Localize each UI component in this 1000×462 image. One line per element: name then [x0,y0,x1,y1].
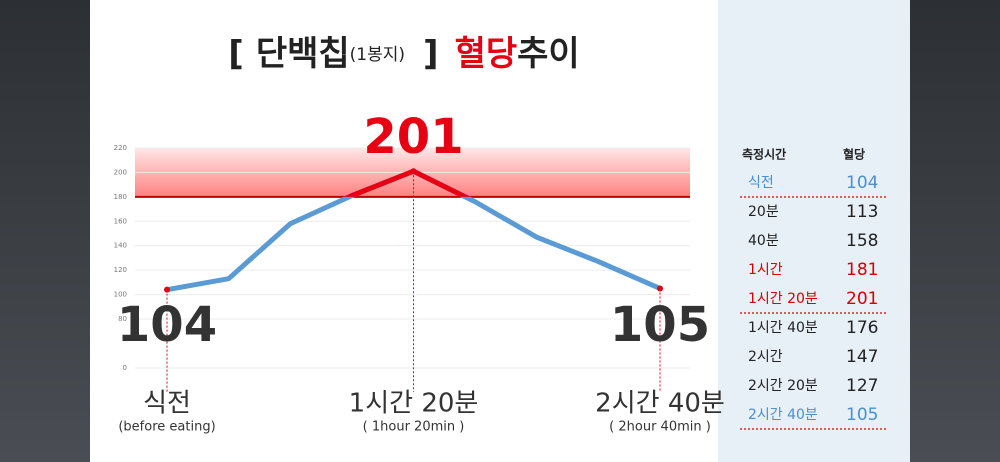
table-cell: 1시간 20분 [748,291,818,307]
y-tick-label: 140 [114,242,127,250]
dark-side [0,0,90,462]
table-cell: 176 [846,318,878,338]
x-tick-label: 2시간 40분 [595,389,725,419]
table-header: 혈당 [843,147,865,162]
table-cell: 40분 [748,233,779,249]
x-tick-sublabel: ( 2hour 40min ) [609,420,711,435]
chart-title: [ 단백칩(1봉지)] 혈당추이 [228,34,579,74]
x-tick-label: 식전 [143,389,191,419]
value-label: 201 [363,109,463,165]
table-cell: 2시간 20분 [748,378,818,394]
point [164,286,170,293]
x-tick-label: 1시간 20분 [349,389,479,419]
table-cell: 104 [846,173,878,193]
y-tick-label: 200 [114,168,127,176]
table-cell: 2시간 40분 [748,407,818,423]
table-header: 측정시간 [742,147,786,162]
table-cell: 113 [846,202,878,222]
table-cell: 식전 [748,175,774,191]
x-tick-sublabel: ( 1hour 20min ) [363,420,465,435]
table-cell: 147 [846,347,878,367]
table-cell: 201 [846,289,878,309]
title-part: 추이 [517,34,580,74]
point [657,285,663,292]
title-part: (1봉지) [350,45,405,65]
table-cell: 1시간 [748,262,783,278]
title-part: ] [423,34,439,74]
value-label: 104 [117,297,217,353]
y-tick-label: 80 [118,315,127,323]
x-tick-sublabel: (before eating) [118,420,215,435]
table-cell: 158 [846,231,878,251]
y-tick-label: 120 [114,266,127,274]
table-cell: 105 [846,405,878,425]
chart: [ 단백칩(1봉지)] 혈당추이 0 80 100 120 140 160 180 200 220 10… [114,34,725,435]
title-part: [ [228,34,244,74]
y-tick-label: 160 [114,217,127,225]
chart-panel [90,0,718,462]
table-cell: 181 [846,260,878,280]
table-cell: 1시간 40분 [748,320,818,336]
table-cell: 20분 [748,204,779,220]
table-cell: 127 [846,376,878,396]
table-cell: 2시간 [748,349,783,365]
y-tick-label: 180 [114,193,127,201]
y-tick-label: 220 [114,144,127,152]
title-part: 혈당 [455,34,518,74]
value-label: 105 [610,297,710,353]
point [410,168,417,175]
y-tick-label: 0 [123,364,127,372]
title-part: 단백칩 [256,34,350,74]
dark-side [910,0,1000,462]
y-tick-label: 100 [114,291,127,299]
table-panel [718,0,910,462]
